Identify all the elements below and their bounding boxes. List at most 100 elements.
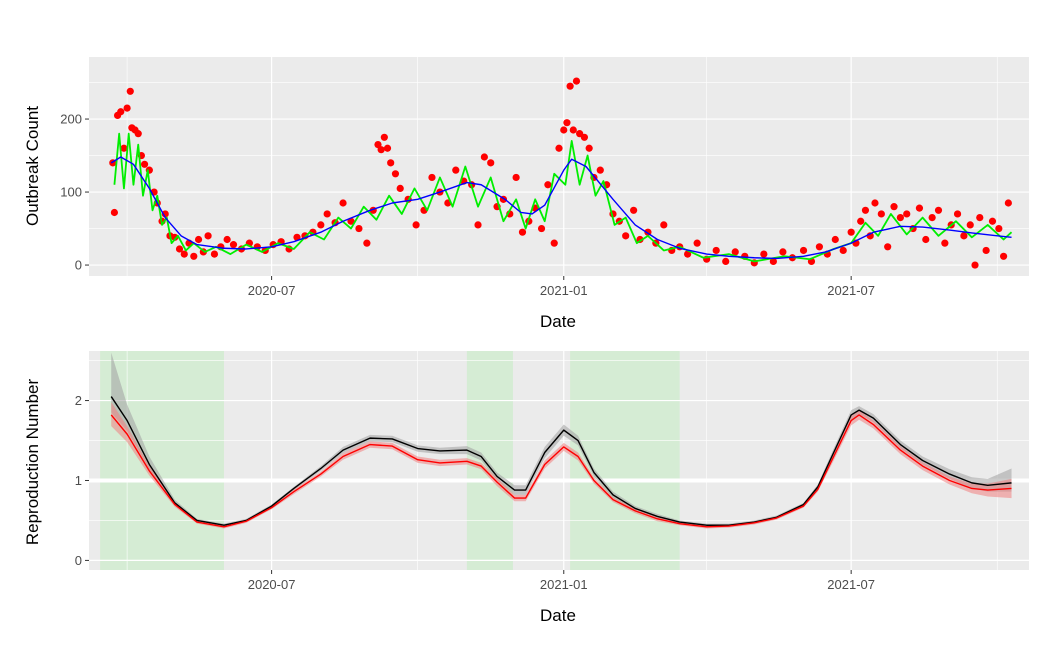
data-point bbox=[412, 221, 420, 229]
data-point bbox=[339, 199, 347, 207]
data-point bbox=[960, 232, 968, 240]
data-point bbox=[988, 217, 997, 225]
data-point bbox=[903, 210, 911, 218]
series-line bbox=[110, 396, 1012, 526]
shaded-period bbox=[466, 351, 513, 570]
data-point bbox=[210, 250, 219, 258]
data-point bbox=[487, 159, 495, 167]
data-point bbox=[126, 87, 134, 95]
reproduction-x-axis-title: Date bbox=[540, 606, 576, 625]
data-point bbox=[596, 166, 604, 174]
data-point bbox=[452, 166, 460, 174]
data-point bbox=[123, 104, 131, 112]
data-point bbox=[428, 173, 436, 182]
data-point bbox=[847, 228, 855, 236]
series-line bbox=[110, 156, 1012, 260]
outbreak-x-axis-title: Date bbox=[540, 312, 576, 331]
data-point bbox=[934, 206, 943, 214]
data-point bbox=[180, 250, 188, 258]
data-point bbox=[110, 208, 119, 217]
outbreak-x-axis: 2020-07 2021-01 2021-07 bbox=[248, 276, 875, 298]
x-tick-label: 2020-07 bbox=[248, 577, 296, 592]
x-tick-label: 2021-07 bbox=[827, 283, 875, 298]
data-point bbox=[544, 181, 552, 189]
data-point bbox=[861, 206, 870, 214]
y-tick-label: 2 bbox=[75, 393, 82, 408]
data-point bbox=[572, 77, 581, 85]
data-point bbox=[363, 239, 371, 247]
y-tick-label: 1 bbox=[75, 473, 82, 488]
data-point bbox=[134, 130, 142, 138]
data-point bbox=[387, 159, 395, 167]
outbreak-y-axis-title: Outbreak Count bbox=[23, 106, 42, 226]
reproduction-y-axis-title: Reproduction Number bbox=[23, 379, 42, 546]
data-point bbox=[999, 252, 1008, 260]
series-line bbox=[110, 414, 1012, 528]
outbreak-y-axis: 0 100 200 bbox=[60, 112, 89, 273]
data-point bbox=[569, 126, 577, 134]
data-point bbox=[871, 199, 879, 207]
x-tick-label: 2021-01 bbox=[540, 283, 588, 298]
data-point bbox=[971, 261, 979, 269]
data-point bbox=[966, 221, 974, 229]
data-point bbox=[928, 214, 936, 222]
data-point bbox=[731, 248, 739, 256]
data-point bbox=[383, 144, 392, 152]
data-point bbox=[660, 221, 668, 229]
data-point bbox=[563, 119, 571, 127]
data-point bbox=[317, 221, 325, 229]
reproduction-y-axis: 0 1 2 bbox=[75, 393, 89, 568]
data-point bbox=[380, 133, 388, 141]
data-point bbox=[550, 239, 558, 247]
data-point bbox=[391, 170, 400, 178]
data-point bbox=[229, 241, 238, 249]
outbreak-series bbox=[109, 77, 1013, 269]
data-point bbox=[693, 239, 701, 247]
reproduction-series bbox=[110, 352, 1012, 529]
data-point bbox=[976, 214, 984, 222]
data-point bbox=[293, 233, 301, 241]
data-point bbox=[982, 246, 990, 255]
data-point bbox=[779, 248, 787, 256]
data-point bbox=[194, 235, 203, 244]
x-tick-label: 2021-01 bbox=[540, 577, 588, 592]
data-point bbox=[877, 210, 885, 218]
data-point bbox=[537, 224, 546, 233]
data-point bbox=[995, 224, 1003, 233]
data-point bbox=[560, 126, 568, 134]
data-point bbox=[630, 206, 638, 214]
data-point bbox=[512, 173, 520, 182]
y-tick-label: 200 bbox=[60, 112, 82, 127]
data-point bbox=[171, 233, 179, 241]
data-point bbox=[396, 184, 404, 192]
data-point bbox=[117, 108, 125, 116]
data-point bbox=[831, 235, 839, 244]
reproduction-panel-background bbox=[89, 351, 1029, 570]
data-point bbox=[941, 239, 949, 247]
data-point bbox=[355, 224, 363, 233]
data-point bbox=[815, 243, 824, 251]
data-point bbox=[555, 144, 563, 152]
data-point bbox=[474, 221, 482, 229]
data-point bbox=[722, 257, 730, 265]
y-tick-label: 100 bbox=[60, 185, 82, 200]
data-point bbox=[175, 245, 184, 253]
data-point bbox=[839, 246, 847, 255]
data-point bbox=[580, 133, 589, 141]
data-point bbox=[760, 250, 768, 258]
data-point bbox=[922, 235, 930, 244]
outbreak-count-panel: 0 100 200 2020-07 2021-01 2021-07 Date Outbr… bbox=[23, 57, 1029, 331]
reproduction-number-panel: 0 1 2 2020-07 2021-01 2021-07 Date Reproduct… bbox=[23, 351, 1029, 625]
data-point bbox=[223, 235, 231, 244]
data-point bbox=[120, 144, 128, 152]
x-tick-label: 2020-07 bbox=[248, 283, 296, 298]
data-point bbox=[915, 204, 924, 212]
data-point bbox=[953, 210, 962, 218]
x-tick-label: 2021-07 bbox=[827, 577, 875, 592]
data-point bbox=[140, 160, 149, 168]
data-point bbox=[323, 210, 331, 218]
data-point bbox=[190, 252, 198, 260]
reproduction-x-axis: 2020-07 2021-01 2021-07 bbox=[248, 570, 875, 592]
data-point bbox=[377, 146, 385, 154]
